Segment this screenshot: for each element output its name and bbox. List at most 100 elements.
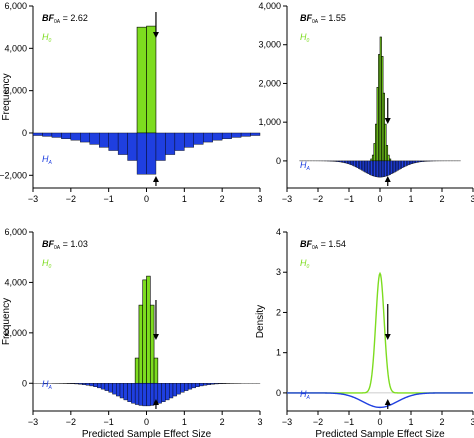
ha-bar — [193, 132, 204, 145]
ha-bar — [358, 160, 361, 169]
ha-bar — [370, 160, 373, 176]
x-tick-label: 0 — [144, 417, 149, 427]
ha-bar — [85, 383, 90, 386]
ha-bar — [51, 132, 62, 138]
x-axis-label: Predicted Sample Effect Size — [82, 429, 212, 438]
ha-bar — [81, 383, 87, 385]
ha-bar — [334, 160, 337, 162]
y-tick-label: 4,000 — [4, 277, 27, 287]
observed-arrow-head — [384, 176, 391, 182]
ha-bar — [165, 132, 176, 155]
ha-bar — [134, 383, 140, 405]
ha-bar — [136, 132, 147, 175]
ha-bar — [409, 160, 412, 165]
y-tick-label: 0 — [276, 388, 281, 398]
x-tick-label: −1 — [104, 417, 114, 427]
x-tick-label: 3 — [470, 194, 474, 204]
ha-bar — [100, 383, 106, 390]
ha-bar — [384, 160, 387, 177]
ha-bar — [221, 132, 232, 139]
x-tick-label: 0 — [144, 194, 149, 204]
y-tick-label: 3 — [276, 267, 281, 277]
ha-bar — [410, 160, 413, 164]
ha-bar — [180, 383, 185, 393]
ha-bar — [406, 160, 409, 166]
ha-bar — [146, 132, 157, 175]
y-tick-label: 0 — [22, 128, 27, 138]
ha-bar — [157, 383, 162, 404]
ha-bar — [172, 383, 177, 397]
ha-bar — [336, 160, 339, 162]
ha-bar — [214, 383, 219, 385]
bf-label: BF0A = 2.62 — [42, 13, 88, 25]
ha-bar — [386, 160, 388, 177]
x-tick-label: −2 — [313, 194, 323, 204]
ha-bar — [382, 160, 385, 177]
ha-bar — [138, 383, 143, 406]
h0-bar — [146, 275, 151, 384]
y-tick-label: 4,000 — [258, 1, 281, 11]
x-tick-label: −1 — [104, 194, 114, 204]
h0-label: H0 — [42, 258, 52, 270]
ha-bar — [337, 160, 340, 162]
ha-bar — [184, 383, 189, 391]
ha-bar — [365, 160, 368, 174]
ha-density-line — [287, 392, 473, 409]
h0-bar — [142, 279, 147, 384]
h0-bar — [153, 357, 159, 384]
ha-bar — [93, 383, 98, 388]
ha-bar — [42, 132, 53, 137]
ha-bar — [417, 160, 419, 163]
ha-bar — [108, 383, 113, 393]
x-tick-label: 3 — [257, 417, 262, 427]
ha-bar — [415, 160, 418, 163]
ha-bar — [348, 160, 351, 165]
ha-bar — [403, 160, 405, 168]
y-tick-label: 2,000 — [4, 328, 27, 338]
ha-bar — [342, 160, 345, 163]
ha-bar — [361, 160, 364, 171]
x-tick-label: 0 — [377, 417, 382, 427]
ha-bar — [407, 160, 410, 166]
x-tick-label: −2 — [66, 194, 76, 204]
ha-bar — [351, 160, 354, 166]
y-tick-label: 4,000 — [4, 43, 27, 53]
ha-bar — [359, 160, 362, 170]
h0-bar — [138, 304, 144, 384]
panel-top-right: −3 −2 −1 0 1 2 3 0 1,000 2,000 3,000 4,000 BF0A = 1.… — [258, 1, 474, 204]
x-tick-label: 3 — [257, 194, 262, 204]
ha-bar — [195, 383, 200, 388]
ha-bar — [97, 383, 102, 389]
ha-bar — [350, 160, 353, 166]
y-tick-label: 6,000 — [4, 1, 27, 11]
ha-bar — [119, 383, 125, 399]
ha-bar — [199, 383, 204, 387]
ha-bar — [212, 132, 223, 141]
ha-bar — [240, 132, 251, 137]
ha-bar — [108, 132, 119, 151]
ha-bar — [206, 383, 212, 385]
ha-bar — [389, 160, 392, 175]
ha-bar — [376, 160, 379, 178]
x-tick-label: −2 — [66, 417, 76, 427]
h0-label: H0 — [300, 32, 310, 44]
ha-bar — [127, 132, 138, 161]
ha-bar — [420, 160, 423, 162]
x-tick-label: −1 — [344, 417, 354, 427]
ha-bar — [421, 160, 424, 162]
observed-arrow-head — [152, 334, 159, 340]
x-tick-label: −1 — [344, 194, 354, 204]
x-tick-label: 1 — [182, 194, 187, 204]
observed-arrow-head — [152, 399, 159, 405]
ha-bar — [375, 160, 378, 177]
ha-bar — [155, 132, 166, 161]
h0-bar — [146, 25, 157, 134]
ha-bar — [418, 160, 421, 163]
y-axis-label: Frequency — [1, 73, 12, 120]
ha-bar — [378, 160, 381, 178]
h0-bar — [136, 26, 147, 134]
y-tick-label: 3,000 — [258, 40, 281, 50]
ha-bar — [123, 383, 128, 401]
y-tick-label: 4 — [276, 227, 281, 237]
x-tick-label: −3 — [28, 417, 38, 427]
